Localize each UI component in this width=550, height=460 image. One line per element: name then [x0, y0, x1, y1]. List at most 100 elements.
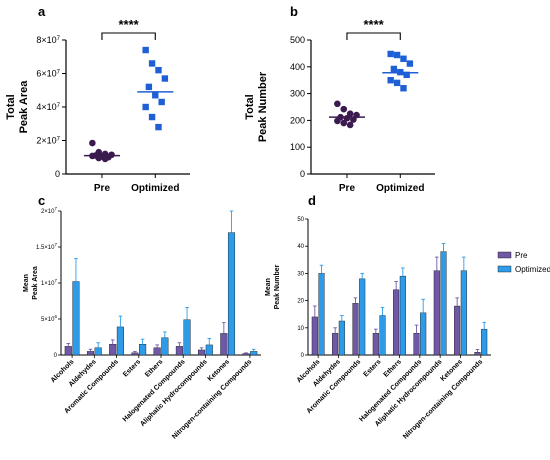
y-tick-label-base: 40 [297, 244, 304, 250]
y-tick-label: 0 [54, 353, 58, 359]
bar [116, 326, 124, 356]
x-tick-label: Pre [339, 183, 356, 194]
y-tick-label: 1.5×107 [36, 242, 58, 251]
bar [420, 312, 427, 356]
bar [338, 320, 345, 356]
panel-letter: a [38, 4, 46, 19]
y-axis-title: Mean Peak Area [23, 266, 39, 300]
bar [352, 303, 359, 356]
y-tick-label-exp: 7 [54, 278, 57, 283]
data-point [334, 117, 341, 125]
y-tick-label-exp: 7 [57, 137, 61, 143]
significance-bracket [346, 32, 401, 40]
y-tick-label-base: 20 [297, 299, 304, 305]
bar [318, 273, 325, 356]
y-axis-title: TotalPeak Number [244, 71, 269, 142]
data-point [155, 123, 162, 131]
data-point [152, 92, 159, 99]
y-tick-label: 8×107 [36, 35, 60, 45]
y-tick-label: 300 [290, 89, 305, 99]
y-tick-label-base: 0 [55, 169, 60, 179]
x-tick-label: Esters [362, 358, 382, 378]
y-axis-title-line: Peak Area [18, 80, 30, 134]
data-point [155, 66, 162, 74]
bar [220, 333, 228, 356]
panel-letter: c [38, 193, 45, 208]
x-tick-label: Optimized [376, 183, 424, 194]
y-tick-label: 6×107 [36, 69, 60, 79]
y-tick-label: 0 [55, 169, 60, 179]
bar [175, 346, 183, 356]
significance-bracket [101, 32, 156, 40]
panel-letter: d [308, 193, 316, 208]
data-point [346, 121, 354, 129]
bar [198, 349, 206, 356]
bar [161, 337, 169, 356]
bar [454, 305, 461, 356]
data-point [148, 60, 156, 67]
y-tick-label: 1×107 [41, 278, 58, 287]
data-point [403, 71, 410, 79]
bar [183, 319, 191, 356]
y-axis-title-line: Total [244, 94, 256, 119]
x-tick-label: Nitrogen-containing Compounds [171, 358, 253, 440]
bar [205, 344, 213, 356]
x-tick-label: Ethers [144, 358, 164, 378]
y-tick-label-base: 2×10 [36, 136, 56, 146]
y-axis-title-line: Peak Number [274, 264, 281, 309]
x-tick-label: Optimized [131, 183, 179, 194]
y-tick-label-base: 200 [290, 115, 305, 125]
y-tick-label: 400 [290, 62, 305, 72]
bar [153, 347, 161, 356]
bar [413, 333, 420, 356]
y-tick-label-exp: 6 [54, 314, 57, 319]
bar [64, 346, 72, 356]
y-tick-label-base: 1×10 [41, 281, 55, 287]
y-tick-label: 5×106 [41, 314, 58, 323]
data-point [95, 154, 103, 162]
y-tick-label: 50 [297, 217, 304, 223]
y-tick-label: 4×107 [36, 102, 60, 112]
bar [393, 289, 400, 356]
bar [332, 333, 339, 356]
data-point [400, 85, 407, 92]
bar [94, 347, 102, 356]
bar [72, 281, 80, 356]
bar [139, 344, 147, 356]
data-point [101, 155, 109, 163]
y-tick-label-base: 4×10 [36, 102, 56, 112]
data-point [387, 77, 394, 84]
y-axis-title-line: Peak Number [257, 71, 269, 142]
significance-label: **** [118, 17, 139, 32]
y-tick-label-exp: 7 [57, 103, 61, 109]
y-axis-title: Mean Peak Number [265, 264, 281, 309]
x-tick-label: Esters [122, 358, 142, 378]
y-tick-label: 2×107 [36, 136, 60, 146]
data-point [406, 60, 414, 67]
y-tick-label: 10 [297, 326, 304, 332]
y-axis-title-line: Total [5, 94, 17, 119]
y-tick-label-exp: 7 [54, 206, 57, 211]
y-tick-label: 500 [290, 35, 305, 45]
legend-swatch [497, 265, 512, 273]
y-tick-label: 30 [297, 271, 304, 277]
data-point [142, 46, 149, 54]
data-point [89, 139, 96, 147]
data-point [161, 75, 169, 82]
data-point [390, 65, 398, 73]
y-tick-label-base: 50 [297, 217, 304, 223]
panel-b: b 0 100 200 300 400 500 TotalPeak Number Pre Opti… [244, 4, 435, 194]
y-tick-label-base: 400 [290, 62, 305, 72]
bar [372, 333, 379, 356]
y-tick-label-base: 8×10 [36, 35, 56, 45]
y-tick-label: 20 [297, 299, 304, 305]
y-tick-label: 0 [300, 169, 305, 179]
y-axis-title: TotalPeak Area [5, 80, 30, 134]
y-tick-label: 40 [297, 244, 304, 250]
y-tick-label: 100 [290, 142, 305, 152]
bar [86, 351, 95, 356]
bar [481, 328, 488, 356]
